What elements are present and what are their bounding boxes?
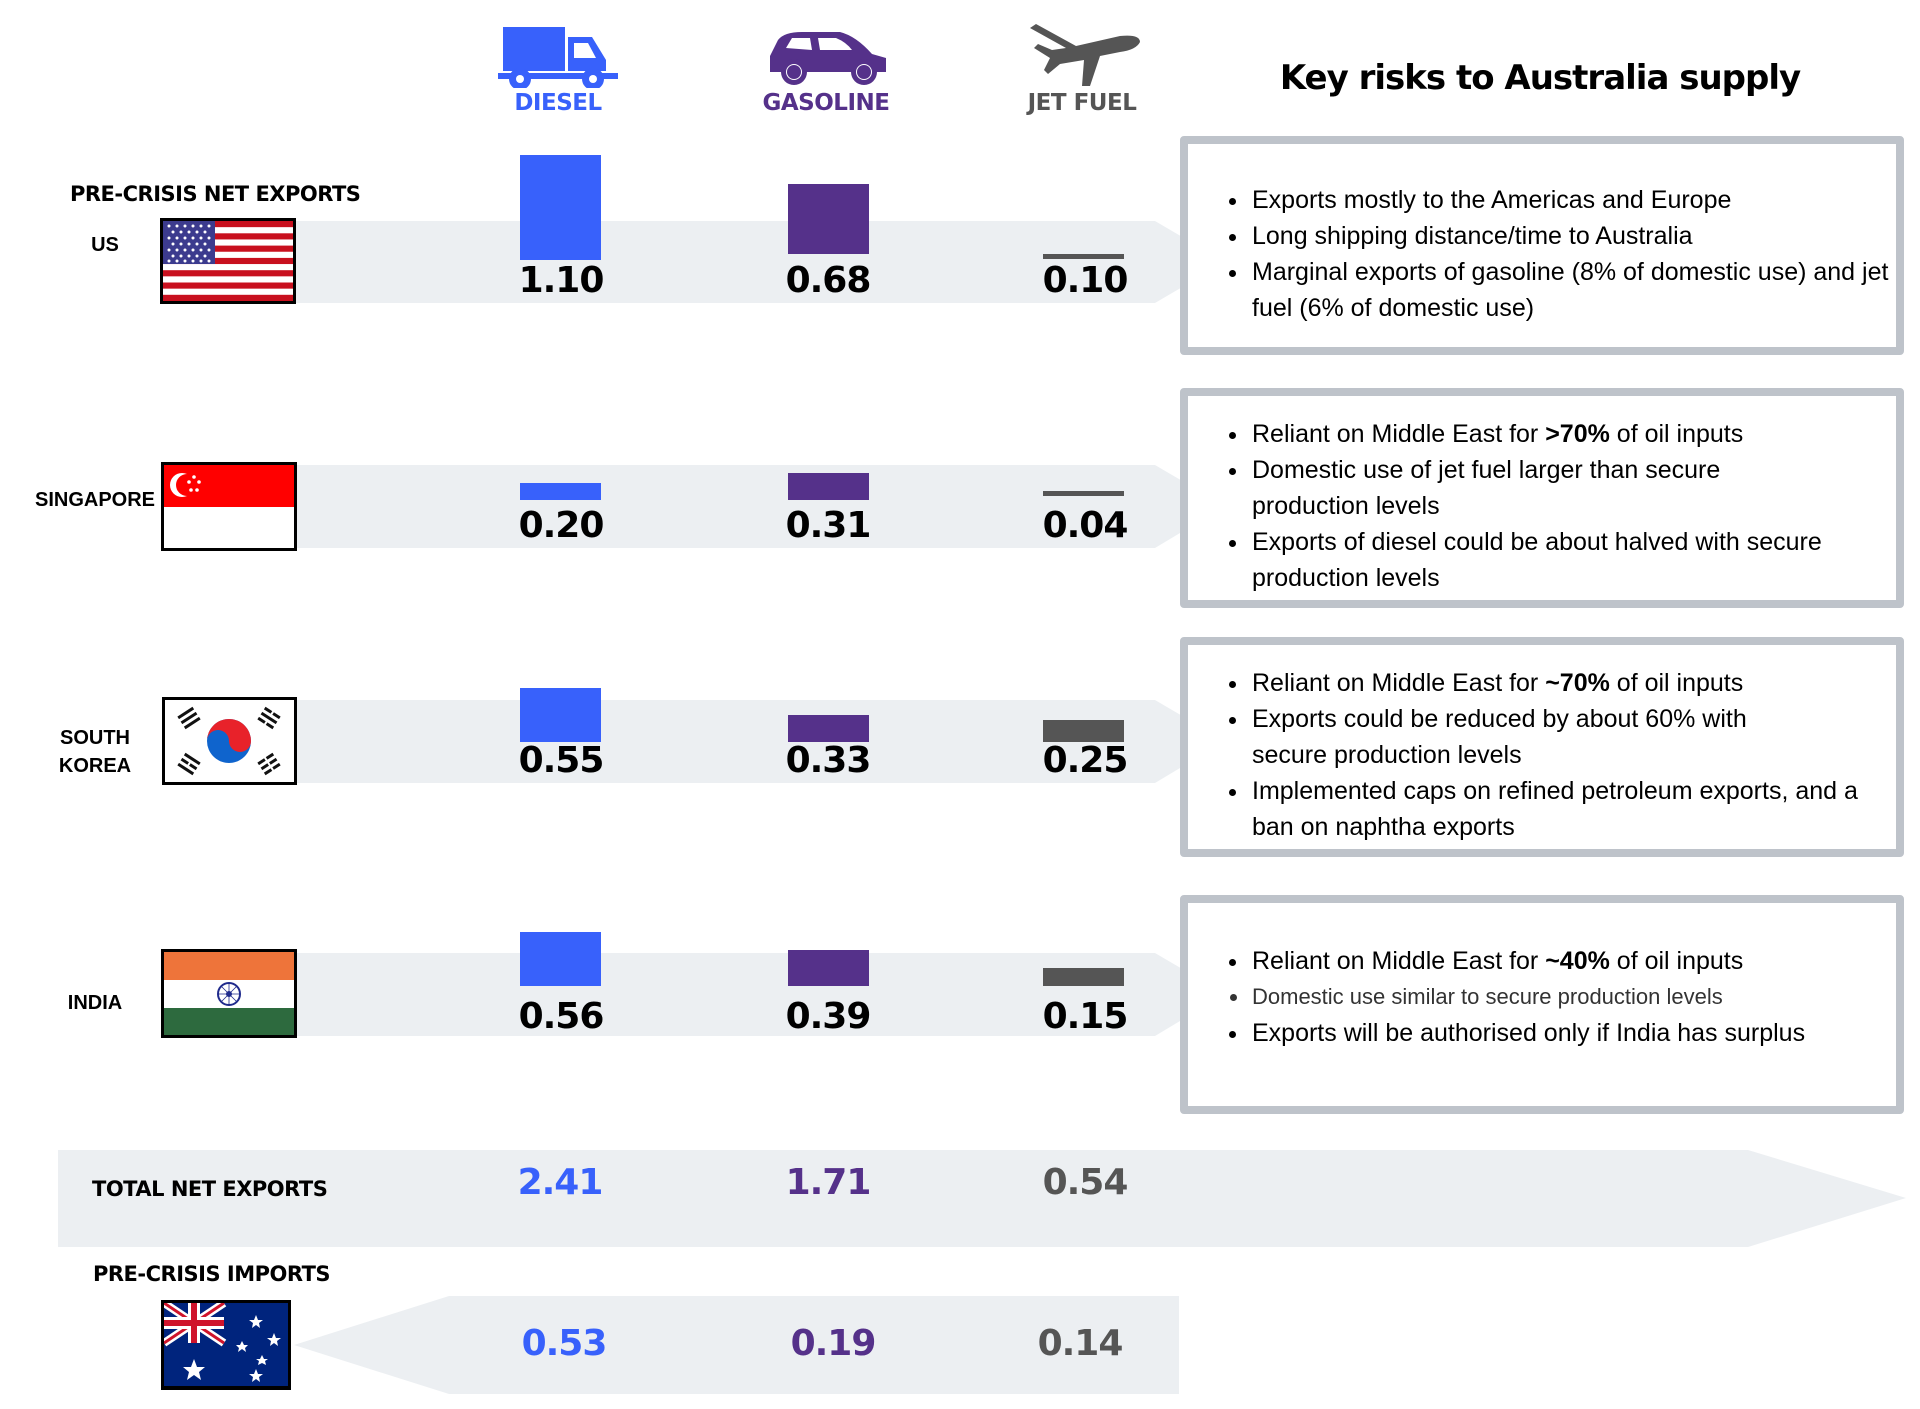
australia-flag-icon [161, 1300, 291, 1390]
risk-item: Domestic use of jet fuel larger than sec… [1250, 452, 1896, 524]
risk-item: Reliant on Middle East for >70% of oil i… [1250, 416, 1896, 452]
south-korea-gasoline-value: 0.33 [785, 740, 872, 781]
total-net-exports-label: TOTAL NET EXPORTS [92, 1177, 328, 1201]
australia-diesel-value: 0.53 [521, 1323, 608, 1364]
jet-fuel-header-label: JET FUEL [1027, 90, 1137, 116]
total-jet-fuel-value: 0.54 [1042, 1162, 1129, 1203]
total-diesel-value: 2.41 [517, 1162, 604, 1203]
australia-gasoline-value: 0.19 [790, 1323, 877, 1364]
south-korea-diesel-value: 0.55 [518, 740, 605, 781]
singapore-arrow-band [295, 465, 1225, 548]
south-korea-gasoline-bar [788, 715, 869, 742]
risk-item: Exports of diesel could be about halved … [1250, 524, 1896, 596]
india-flag-icon [161, 949, 297, 1038]
us-label: US [91, 234, 119, 256]
pre-crisis-imports-label: PRE-CRISIS IMPORTS [93, 1262, 331, 1286]
us-gasoline-bar [788, 184, 869, 254]
india-diesel-value: 0.56 [518, 996, 605, 1037]
south-korea-risks-box: Reliant on Middle East for ~70% of oil i… [1180, 637, 1904, 857]
south-korea-diesel-bar [520, 688, 601, 742]
singapore-jet-fuel-bar [1043, 491, 1124, 496]
us-jet-fuel-value: 0.10 [1042, 260, 1129, 301]
singapore-risks-box: Reliant on Middle East for >70% of oil i… [1180, 388, 1904, 608]
total-gasoline-value: 1.71 [785, 1162, 872, 1203]
pre-crisis-net-exports-label: PRE-CRISIS NET EXPORTS [70, 182, 361, 206]
car-icon [762, 26, 890, 86]
india-jet-fuel-bar [1043, 968, 1124, 986]
india-gasoline-value: 0.39 [785, 996, 872, 1037]
singapore-diesel-value: 0.20 [518, 505, 605, 546]
risk-item: Implemented caps on refined petroleum ex… [1250, 773, 1896, 845]
india-jet-fuel-value: 0.15 [1042, 996, 1129, 1037]
south-korea-flag-icon [162, 697, 297, 785]
south-korea-jet-fuel-bar [1043, 720, 1124, 742]
risk-item: Reliant on Middle East for ~70% of oil i… [1250, 665, 1896, 701]
india-gasoline-bar [788, 950, 869, 986]
total-net-exports-band [58, 1150, 1906, 1247]
india-arrow-band [295, 953, 1225, 1036]
risk-item: Exports could be reduced by about 60% wi… [1250, 701, 1896, 773]
us-diesel-value: 1.10 [518, 260, 605, 301]
risk-item: Exports mostly to the Americas and Europ… [1250, 182, 1896, 218]
airplane-icon [1028, 22, 1144, 88]
south-korea-label: SOUTH KOREA [58, 727, 132, 777]
australia-arrow-band [294, 1296, 1179, 1394]
us-jet-fuel-bar [1043, 254, 1124, 259]
risk-item: Exports will be authorised only if India… [1250, 1015, 1896, 1051]
us-flag-icon [160, 218, 296, 304]
singapore-gasoline-value: 0.31 [785, 505, 872, 546]
risk-item: Domestic use similar to secure productio… [1250, 979, 1896, 1015]
us-gasoline-value: 0.68 [785, 260, 872, 301]
singapore-diesel-bar [520, 483, 601, 500]
truck-icon [498, 24, 618, 90]
us-risks-box: Exports mostly to the Americas and Europ… [1180, 136, 1904, 355]
risk-item: Long shipping distance/time to Australia [1250, 218, 1896, 254]
india-risks-box: Reliant on Middle East for ~40% of oil i… [1180, 895, 1904, 1114]
singapore-jet-fuel-value: 0.04 [1042, 505, 1129, 546]
gasoline-header-label: GASOLINE [762, 90, 890, 116]
risk-item: Marginal exports of gasoline (8% of dome… [1250, 254, 1896, 326]
australia-jet-fuel-value: 0.14 [1037, 1323, 1124, 1364]
singapore-flag-icon [161, 462, 297, 551]
india-label: INDIA [67, 992, 123, 1014]
diesel-header-label: DIESEL [514, 90, 602, 116]
us-arrow-band [295, 221, 1225, 303]
india-diesel-bar [520, 932, 601, 986]
singapore-gasoline-bar [788, 473, 869, 500]
risk-item: Reliant on Middle East for ~40% of oil i… [1250, 943, 1896, 979]
risks-title: Key risks to Australia supply [1279, 58, 1801, 98]
singapore-label: SINGAPORE [34, 489, 156, 511]
south-korea-jet-fuel-value: 0.25 [1042, 740, 1129, 781]
us-diesel-bar [520, 155, 601, 260]
